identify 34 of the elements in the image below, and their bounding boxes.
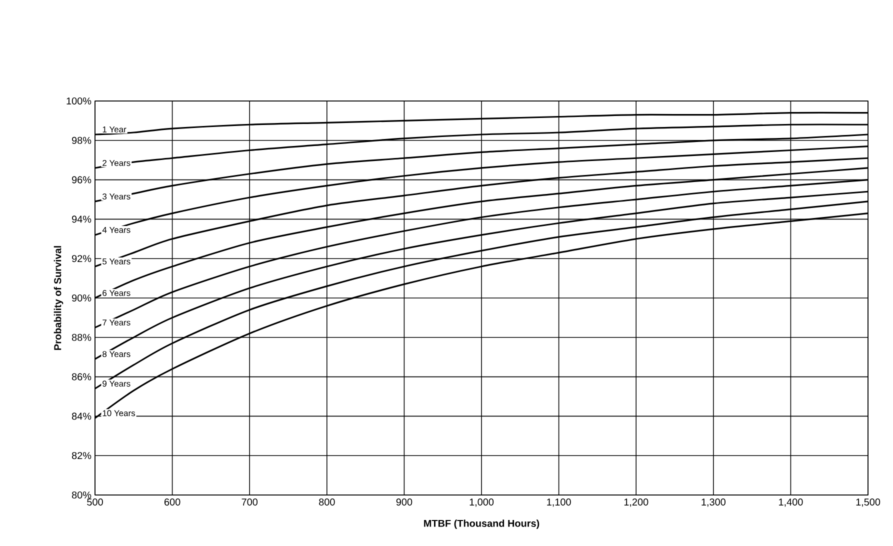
x-tick-label: 1,200 (624, 498, 648, 507)
y-tick-label: 86% (72, 373, 92, 380)
x-tick-label: 1,400 (779, 498, 803, 507)
y-tick-label: 98% (72, 136, 92, 144)
y-tick-label: 82% (72, 452, 92, 460)
y-tick-label: 100% (66, 97, 92, 105)
series-label: 1 Year (102, 126, 126, 132)
x-tick-label: 800 (319, 498, 335, 506)
y-tick-label: 88% (72, 334, 92, 341)
x-tick-label: 1,100 (547, 498, 571, 507)
y-tick-label: 90% (72, 294, 92, 302)
series-label: 5 Years (102, 258, 130, 264)
x-axis-title: MTBF (Thousand Hours) (424, 520, 540, 529)
series-label: 2 Years (102, 160, 130, 166)
series-label: 6 Years (102, 290, 130, 296)
y-tick-label: 94% (72, 216, 92, 223)
x-tick-label: 1,000 (470, 498, 494, 507)
series-label: 3 Years (102, 193, 130, 200)
x-tick-label: 1,500 (856, 498, 880, 507)
series-label: 9 Years (102, 380, 130, 387)
y-tick-label: 84% (72, 412, 92, 420)
x-tick-label: 900 (396, 498, 412, 506)
x-tick-label: 500 (87, 498, 103, 506)
y-tick-label: 96% (72, 176, 92, 184)
x-tick-label: 1,300 (702, 498, 726, 507)
y-tick-label: 92% (72, 255, 92, 262)
series-label: 4 Years (102, 227, 130, 233)
x-tick-label: 700 (242, 498, 258, 506)
y-axis-title: Probability of Survival (54, 246, 64, 350)
y-tick-label: 80% (72, 491, 92, 499)
series-label: 8 Years (102, 351, 130, 358)
series-label: 7 Years (102, 320, 130, 326)
series-label: 10 Years (102, 410, 135, 416)
x-tick-label: 600 (164, 498, 180, 506)
